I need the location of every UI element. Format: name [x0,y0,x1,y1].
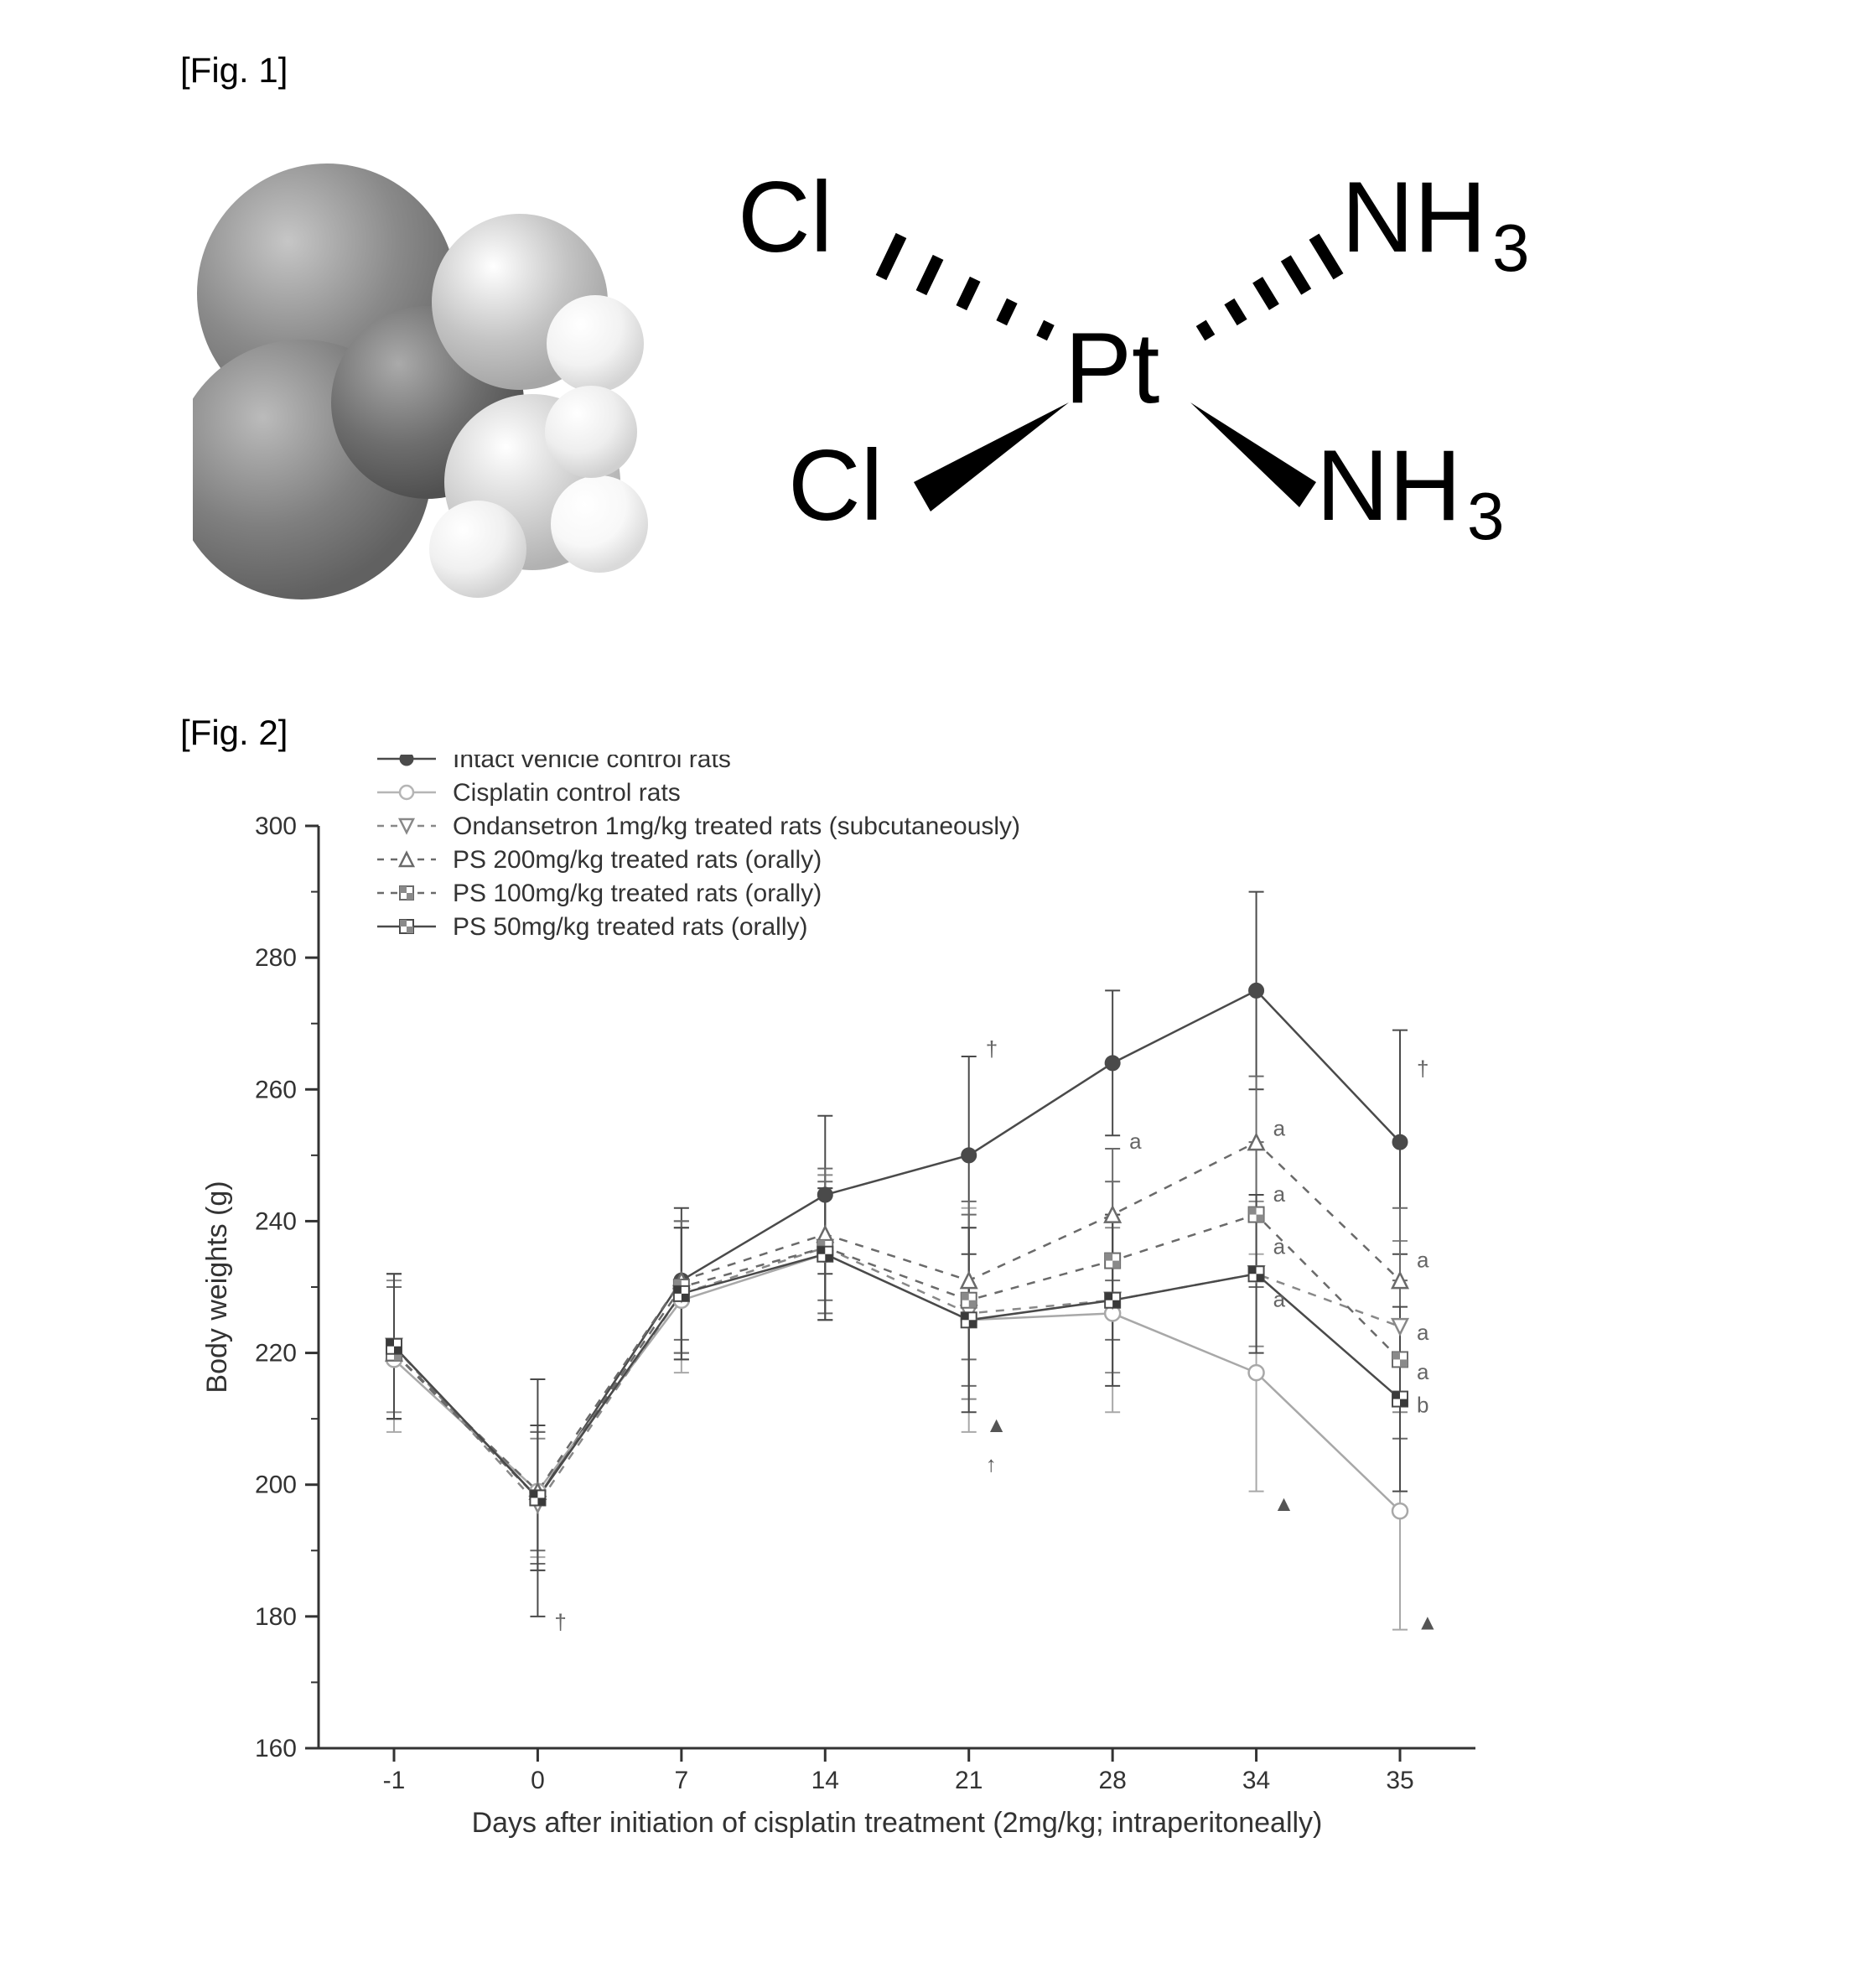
formula-bonds [738,151,1576,587]
svg-text:PS 50mg/kg treated rats (o: PS 50mg/kg treated rats (orally) [453,913,808,941]
fig2-container: 160 180 200 220 240 260 280 300 -1 0 7 14 21 28 34 35 Da… [168,755,1677,1887]
svg-text:b: b [1417,1392,1428,1417]
svg-text:a: a [1273,1181,1286,1207]
svg-text:†: † [554,1610,566,1635]
molecule-3d [193,159,662,629]
svg-text:14: 14 [811,1767,839,1794]
svg-text:Intact vehicle control rats: Intact vehicle control rats [453,755,731,773]
svg-text:220: 220 [255,1340,297,1368]
svg-text:Ondansetron 1mg/kg treated rat: Ondansetron 1mg/kg treated rats (subcuta… [453,812,1020,840]
svg-text:180: 180 [255,1603,297,1631]
svg-text:▲: ▲ [986,1412,1008,1437]
svg-text:35: 35 [1386,1767,1413,1794]
structural-formula: Cl NH 3 Pt Cl NH 3 [738,151,1576,587]
svg-text:a: a [1273,1234,1286,1259]
fig1-container: Cl NH 3 Pt Cl NH 3 [201,168,1542,654]
svg-text:7: 7 [675,1767,689,1794]
svg-text:Body weights (g): Body weights (g) [201,1181,233,1393]
svg-text:†: † [1417,1056,1428,1082]
svg-text:280: 280 [255,944,297,972]
fig2-label: [Fig. 2] [180,713,288,753]
svg-text:260: 260 [255,1076,297,1103]
svg-text:28: 28 [1098,1767,1126,1794]
svg-text:-1: -1 [383,1767,406,1794]
svg-text:0: 0 [531,1767,545,1794]
svg-text:†: † [986,1036,998,1061]
svg-text:240: 240 [255,1207,297,1235]
svg-text:300: 300 [255,812,297,840]
svg-text:a: a [1273,1287,1286,1312]
svg-text:160: 160 [255,1735,297,1762]
body-weight-chart: 160 180 200 220 240 260 280 300 -1 0 7 14 21 28 34 35 Da… [168,755,1677,1887]
fig1-label: [Fig. 1] [180,50,288,91]
svg-text:a: a [1417,1359,1429,1384]
svg-text:Cisplatin control rats: Cisplatin control rats [453,779,681,807]
svg-text:a: a [1417,1247,1429,1272]
svg-text:↑: ↑ [986,1451,997,1477]
svg-text:▲: ▲ [1273,1491,1295,1516]
svg-text:a: a [1129,1129,1142,1154]
svg-text:a: a [1273,1115,1286,1140]
svg-text:a: a [1417,1320,1429,1345]
svg-text:34: 34 [1242,1767,1270,1794]
svg-text:21: 21 [955,1767,983,1794]
svg-text:Days after initiation of cispl: Days after initiation of cisplatin treat… [472,1807,1323,1839]
svg-text:▲: ▲ [1417,1610,1439,1635]
svg-text:200: 200 [255,1472,297,1499]
svg-text:PS 100mg/kg treated rats (: PS 100mg/kg treated rats (orally) [453,880,822,907]
svg-text:PS 200mg/kg treated rats (: PS 200mg/kg treated rats (orally) [453,846,822,874]
